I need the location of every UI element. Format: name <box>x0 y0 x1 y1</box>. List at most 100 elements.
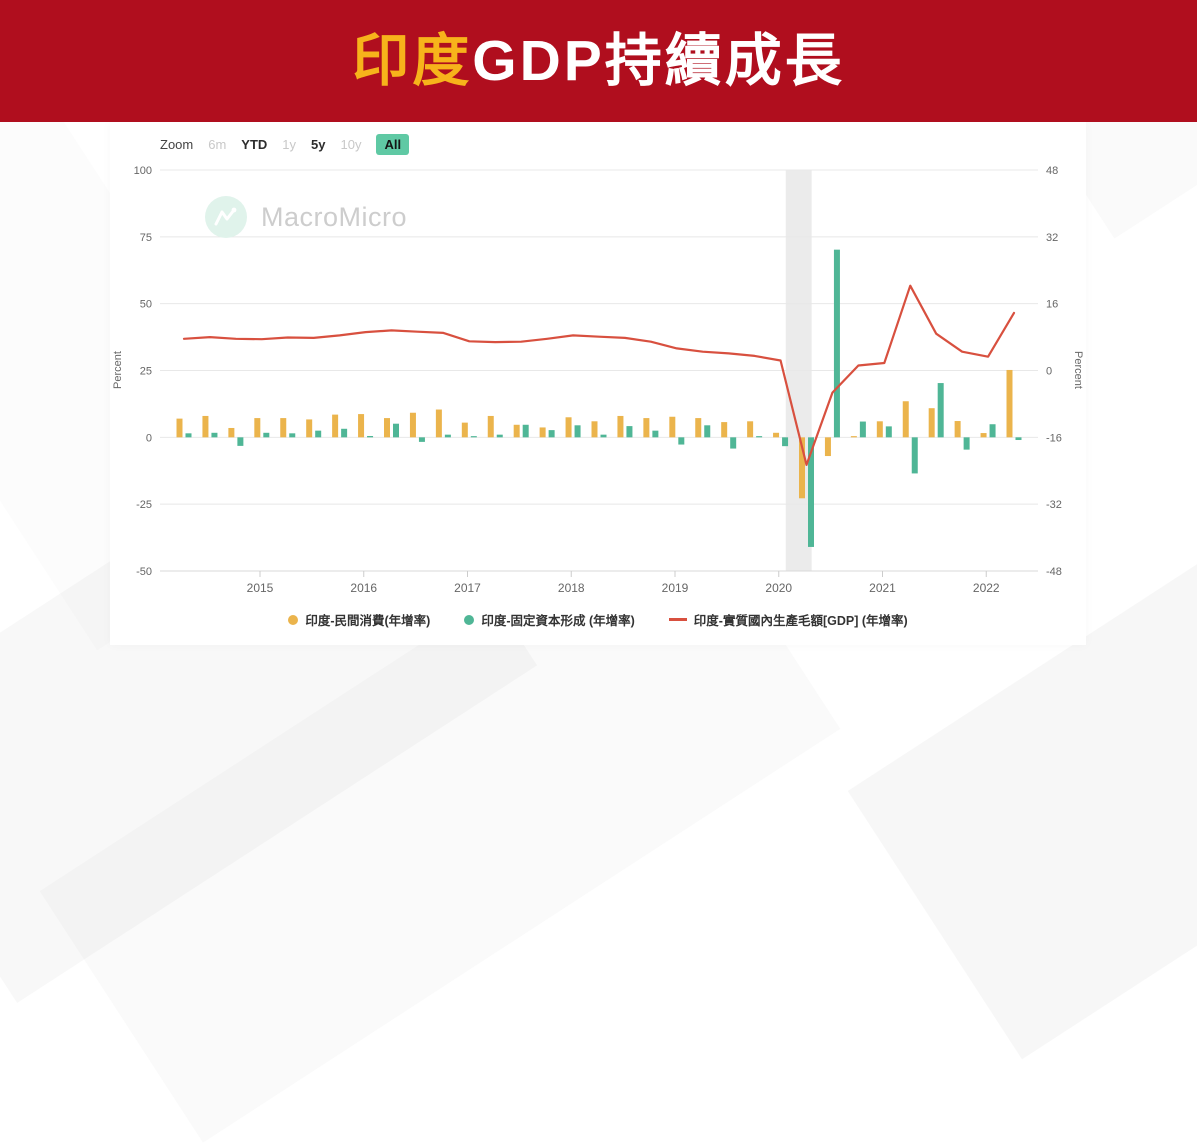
bar-fixed-capital-formation[interactable] <box>652 430 659 438</box>
bar-fixed-capital-formation[interactable] <box>418 437 425 442</box>
bar-fixed-capital-formation[interactable] <box>782 437 789 447</box>
range-button-5y[interactable]: 5y <box>311 136 326 152</box>
bar-private-consumption[interactable] <box>202 415 209 438</box>
bar-fixed-capital-formation[interactable] <box>444 434 451 438</box>
bar-fixed-capital-formation[interactable] <box>730 437 737 449</box>
bar-private-consumption[interactable] <box>721 422 728 438</box>
left-axis-tick-label: 50 <box>140 299 152 311</box>
range-button-6m[interactable]: 6m <box>208 136 227 152</box>
legend-label: 印度-民間消費(年增率) <box>305 614 431 628</box>
bar-private-consumption[interactable] <box>565 417 572 438</box>
left-axis-title: Percent <box>112 351 124 389</box>
bar-private-consumption[interactable] <box>280 418 287 438</box>
legend-item-0[interactable]: 印度-民間消費(年增率) <box>288 610 430 629</box>
bar-fixed-capital-formation[interactable] <box>470 436 477 438</box>
gdp-line[interactable] <box>182 284 1016 466</box>
bar-fixed-capital-formation[interactable] <box>911 437 918 474</box>
bar-private-consumption[interactable] <box>228 427 235 438</box>
bar-private-consumption[interactable] <box>669 416 676 438</box>
right-axis-title: Percent <box>1072 351 1084 389</box>
bar-fixed-capital-formation[interactable] <box>808 437 814 547</box>
bar-fixed-capital-formation[interactable] <box>263 432 270 438</box>
bar-fixed-capital-formation[interactable] <box>548 430 555 438</box>
bar-fixed-capital-formation[interactable] <box>859 421 866 438</box>
left-axis-tick-label: 75 <box>140 232 152 244</box>
bar-fixed-capital-formation[interactable] <box>211 432 218 438</box>
legend-marker-icon <box>668 618 687 621</box>
bar-private-consumption[interactable] <box>332 414 339 438</box>
bar-fixed-capital-formation[interactable] <box>626 426 633 438</box>
range-button-ytd[interactable]: YTD <box>241 136 268 152</box>
bar-fixed-capital-formation[interactable] <box>704 425 711 438</box>
x-axis-tick-label: 2018 <box>558 581 585 595</box>
chart-card: Zoom 6m YTD 1y 5y 10y All 100 75 50 25 0 -25 -50 48 32… <box>110 122 1086 645</box>
bar-fixed-capital-formation[interactable] <box>315 430 322 438</box>
bar-fixed-capital-formation[interactable] <box>522 424 529 438</box>
bar-private-consumption[interactable] <box>954 421 961 438</box>
bar-private-consumption[interactable] <box>358 414 365 438</box>
bar-fixed-capital-formation[interactable] <box>937 383 944 438</box>
bar-private-consumption[interactable] <box>824 437 831 457</box>
bar-fixed-capital-formation[interactable] <box>833 249 840 438</box>
left-axis-tick-label: 100 <box>134 165 152 177</box>
bar-fixed-capital-formation[interactable] <box>678 437 685 445</box>
legend-label: 印度-實質國內生產毛額[GDP] (年增率) <box>693 614 908 628</box>
title-rest: GDP持續成長 <box>472 29 845 93</box>
bar-private-consumption[interactable] <box>1006 369 1013 438</box>
x-axis-tick-label: 2019 <box>662 581 689 595</box>
bar-fixed-capital-formation[interactable] <box>756 436 763 438</box>
range-button-1y[interactable]: 1y <box>282 136 297 152</box>
bar-fixed-capital-formation[interactable] <box>289 433 296 438</box>
right-axis-tick-label: 32 <box>1046 232 1058 244</box>
bar-private-consumption[interactable] <box>435 409 442 438</box>
bar-fixed-capital-formation[interactable] <box>393 423 399 438</box>
range-button-10y[interactable]: 10y <box>340 136 362 152</box>
legend-label: 印度-固定資本形成 (年增率) <box>481 614 635 628</box>
bar-private-consumption[interactable] <box>176 418 183 438</box>
bar-fixed-capital-formation[interactable] <box>496 434 503 438</box>
bar-private-consumption[interactable] <box>747 421 754 438</box>
bar-private-consumption[interactable] <box>254 418 261 438</box>
legend-item-2[interactable]: 印度-實質國內生產毛額[GDP] (年增率) <box>668 610 908 629</box>
bar-private-consumption[interactable] <box>980 433 987 438</box>
bar-fixed-capital-formation[interactable] <box>989 424 996 438</box>
bar-fixed-capital-formation[interactable] <box>367 435 374 438</box>
bar-fixed-capital-formation[interactable] <box>185 433 192 438</box>
bar-private-consumption[interactable] <box>487 415 494 438</box>
bar-fixed-capital-formation[interactable] <box>600 434 607 438</box>
bar-private-consumption[interactable] <box>773 432 780 438</box>
right-axis-tick-label: 0 <box>1046 366 1052 378</box>
range-button-all[interactable]: All <box>376 133 410 155</box>
legend-item-1[interactable]: 印度-固定資本形成 (年增率) <box>464 610 635 629</box>
bar-private-consumption[interactable] <box>306 419 313 438</box>
bar-fixed-capital-formation[interactable] <box>1015 437 1022 441</box>
bar-fixed-capital-formation[interactable] <box>237 437 244 446</box>
bar-private-consumption[interactable] <box>850 436 857 438</box>
right-axis-tick-label: -48 <box>1046 566 1062 578</box>
bar-private-consumption[interactable] <box>617 415 624 438</box>
bar-fixed-capital-formation[interactable] <box>341 428 348 438</box>
bar-fixed-capital-formation[interactable] <box>885 426 892 438</box>
legend-marker-icon <box>288 614 299 625</box>
bar-private-consumption[interactable] <box>799 437 805 499</box>
gdp-chart-canvas: 100 75 50 25 0 -25 -50 48 32 16 0 -16 -32 -48 2015 2016… <box>134 165 1062 595</box>
bar-private-consumption[interactable] <box>591 421 598 438</box>
right-axis-tick-label: -16 <box>1046 432 1062 444</box>
bar-fixed-capital-formation[interactable] <box>574 425 581 438</box>
title-banner: 印度GDP持續成長 <box>0 0 1197 122</box>
x-axis-tick-label: 2016 <box>350 581 377 595</box>
x-axis-tick-label: 2015 <box>247 581 274 595</box>
bar-private-consumption[interactable] <box>643 418 650 438</box>
bar-private-consumption[interactable] <box>513 424 520 438</box>
right-axis-tick-label: 16 <box>1046 299 1058 311</box>
bar-private-consumption[interactable] <box>409 412 416 438</box>
bar-private-consumption[interactable] <box>902 401 909 438</box>
bar-fixed-capital-formation[interactable] <box>963 437 970 450</box>
bar-private-consumption[interactable] <box>539 427 546 438</box>
bar-private-consumption[interactable] <box>695 418 702 438</box>
bar-private-consumption[interactable] <box>876 421 883 438</box>
bar-private-consumption[interactable] <box>384 418 390 438</box>
bar-private-consumption[interactable] <box>461 422 468 438</box>
x-axis-tick-label: 2021 <box>869 581 896 595</box>
bar-private-consumption[interactable] <box>928 408 935 438</box>
